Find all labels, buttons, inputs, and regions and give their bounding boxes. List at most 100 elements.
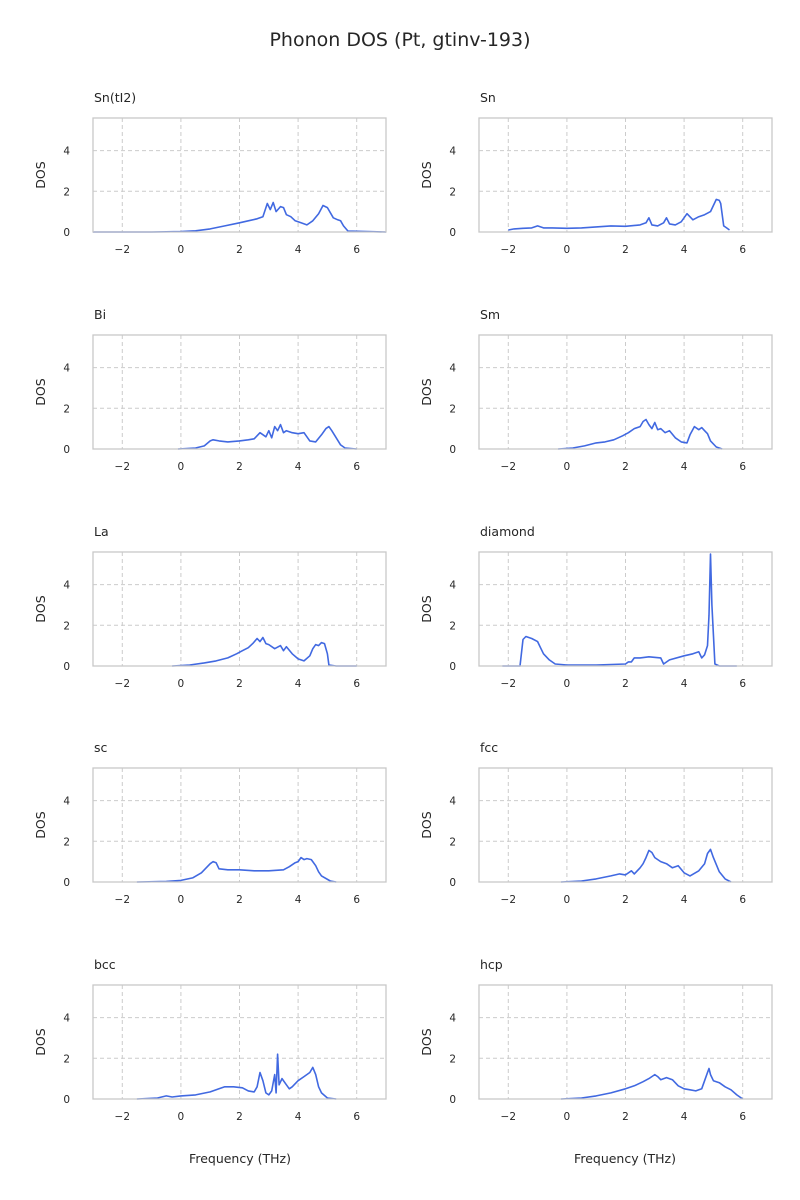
x-tick-label: −2 (115, 1111, 130, 1123)
x-tick-label: −2 (501, 461, 516, 473)
y-tick-label: 4 (63, 580, 70, 592)
x-axis-label-left: Frequency (THz) (189, 1151, 291, 1166)
x-tick-label: 2 (236, 244, 243, 256)
y-tick-label: 0 (63, 1094, 70, 1106)
x-tick-label: −2 (115, 678, 130, 690)
plot-frame (478, 984, 773, 1100)
panel-title: bcc (94, 957, 116, 972)
x-tick-label: 4 (681, 678, 688, 690)
y-tick-label: 0 (449, 227, 456, 239)
x-tick-label: 2 (236, 461, 243, 473)
x-tick-label: 0 (564, 461, 571, 473)
series-line (508, 198, 730, 231)
y-tick-label: 0 (63, 227, 70, 239)
x-tick-label: −2 (115, 244, 130, 256)
plot-frame (478, 334, 773, 450)
x-tick-label: −2 (501, 1111, 516, 1123)
x-tick-label: 0 (564, 678, 571, 690)
y-tick-label: 2 (449, 1053, 456, 1065)
series-line (136, 1053, 337, 1100)
x-tick-label: −2 (501, 894, 516, 906)
x-tick-label: −2 (501, 678, 516, 690)
panel-title: La (94, 524, 109, 539)
x-tick-label: 4 (681, 461, 688, 473)
panel-4: −2 0 2 4 6 0 2 4 La DOS (33, 524, 387, 690)
x-tick-label: 4 (295, 1111, 302, 1123)
y-axis-label: DOS (419, 595, 434, 622)
x-tick-label: 2 (622, 894, 629, 906)
y-tick-label: 2 (63, 186, 70, 198)
x-tick-label: 4 (295, 678, 302, 690)
x-tick-label: 0 (178, 461, 185, 473)
plot-frame (92, 767, 387, 883)
x-tick-label: 0 (178, 894, 185, 906)
panel-title: Sm (480, 307, 500, 322)
x-tick-label: 0 (564, 244, 571, 256)
x-tick-label: 6 (739, 678, 746, 690)
plot-frame (92, 551, 387, 667)
x-tick-label: −2 (501, 244, 516, 256)
y-tick-label: 4 (63, 146, 70, 158)
y-tick-label: 2 (63, 836, 70, 848)
x-tick-label: 0 (178, 678, 185, 690)
series-line (177, 423, 357, 450)
panel-title: Sn(tI2) (94, 90, 136, 105)
y-tick-label: 4 (449, 796, 456, 808)
y-tick-label: 2 (449, 186, 456, 198)
x-tick-label: 4 (295, 894, 302, 906)
panel-title: diamond (480, 524, 535, 539)
y-tick-label: 2 (63, 1053, 70, 1065)
x-tick-label: 0 (564, 1111, 571, 1123)
x-tick-label: 6 (353, 894, 360, 906)
y-tick-label: 4 (63, 363, 70, 375)
y-tick-label: 0 (449, 444, 456, 456)
y-axis-label: DOS (419, 161, 434, 188)
y-tick-label: 2 (63, 403, 70, 415)
y-tick-label: 4 (449, 580, 456, 592)
y-tick-label: 4 (449, 363, 456, 375)
y-tick-label: 0 (449, 877, 456, 889)
panel-6: −2 0 2 4 6 0 2 4 sc DOS (33, 740, 387, 906)
panel-title: Bi (94, 307, 106, 322)
x-tick-label: 0 (564, 894, 571, 906)
x-tick-label: 6 (739, 1111, 746, 1123)
x-tick-label: 2 (622, 1111, 629, 1123)
panel-title: Sn (480, 90, 496, 105)
panel-title: sc (94, 740, 108, 755)
series-line (93, 201, 387, 233)
y-axis-label: DOS (33, 811, 48, 838)
plot-frame (92, 984, 387, 1100)
x-tick-label: 4 (681, 894, 688, 906)
y-axis-label: DOS (33, 1028, 48, 1055)
x-tick-label: 4 (295, 244, 302, 256)
x-tick-label: −2 (115, 461, 130, 473)
series-line (502, 553, 737, 667)
plot-frame (478, 117, 773, 233)
y-tick-label: 4 (449, 1013, 456, 1025)
y-axis-label: DOS (419, 378, 434, 405)
series-line (172, 636, 357, 667)
x-tick-label: 2 (236, 678, 243, 690)
plot-frame (92, 334, 387, 450)
x-tick-label: 0 (178, 244, 185, 256)
x-tick-label: 6 (739, 461, 746, 473)
y-tick-label: 2 (63, 620, 70, 632)
y-tick-label: 2 (449, 403, 456, 415)
x-tick-label: 2 (622, 461, 629, 473)
y-tick-label: 4 (449, 146, 456, 158)
y-tick-label: 0 (449, 1094, 456, 1106)
x-tick-label: 6 (739, 244, 746, 256)
panel-3: −2 0 2 4 6 0 2 4 Sm DOS (419, 307, 773, 473)
x-tick-label: 6 (353, 1111, 360, 1123)
x-tick-label: −2 (115, 894, 130, 906)
x-axis-label-right: Frequency (THz) (574, 1151, 676, 1166)
y-tick-label: 0 (63, 877, 70, 889)
x-tick-label: 2 (236, 894, 243, 906)
panel-grid: −2 0 2 4 6 0 2 4 Sn(tI2) DOS −2 0 2 4 6 0 2 4 Sn DOS −2 0 2 4 6 0… (33, 90, 773, 1123)
panel-0: −2 0 2 4 6 0 2 4 Sn(tI2) DOS (33, 90, 387, 256)
y-tick-label: 0 (449, 661, 456, 673)
x-tick-label: 2 (622, 678, 629, 690)
series-line (558, 418, 723, 450)
y-tick-label: 4 (63, 1013, 70, 1025)
